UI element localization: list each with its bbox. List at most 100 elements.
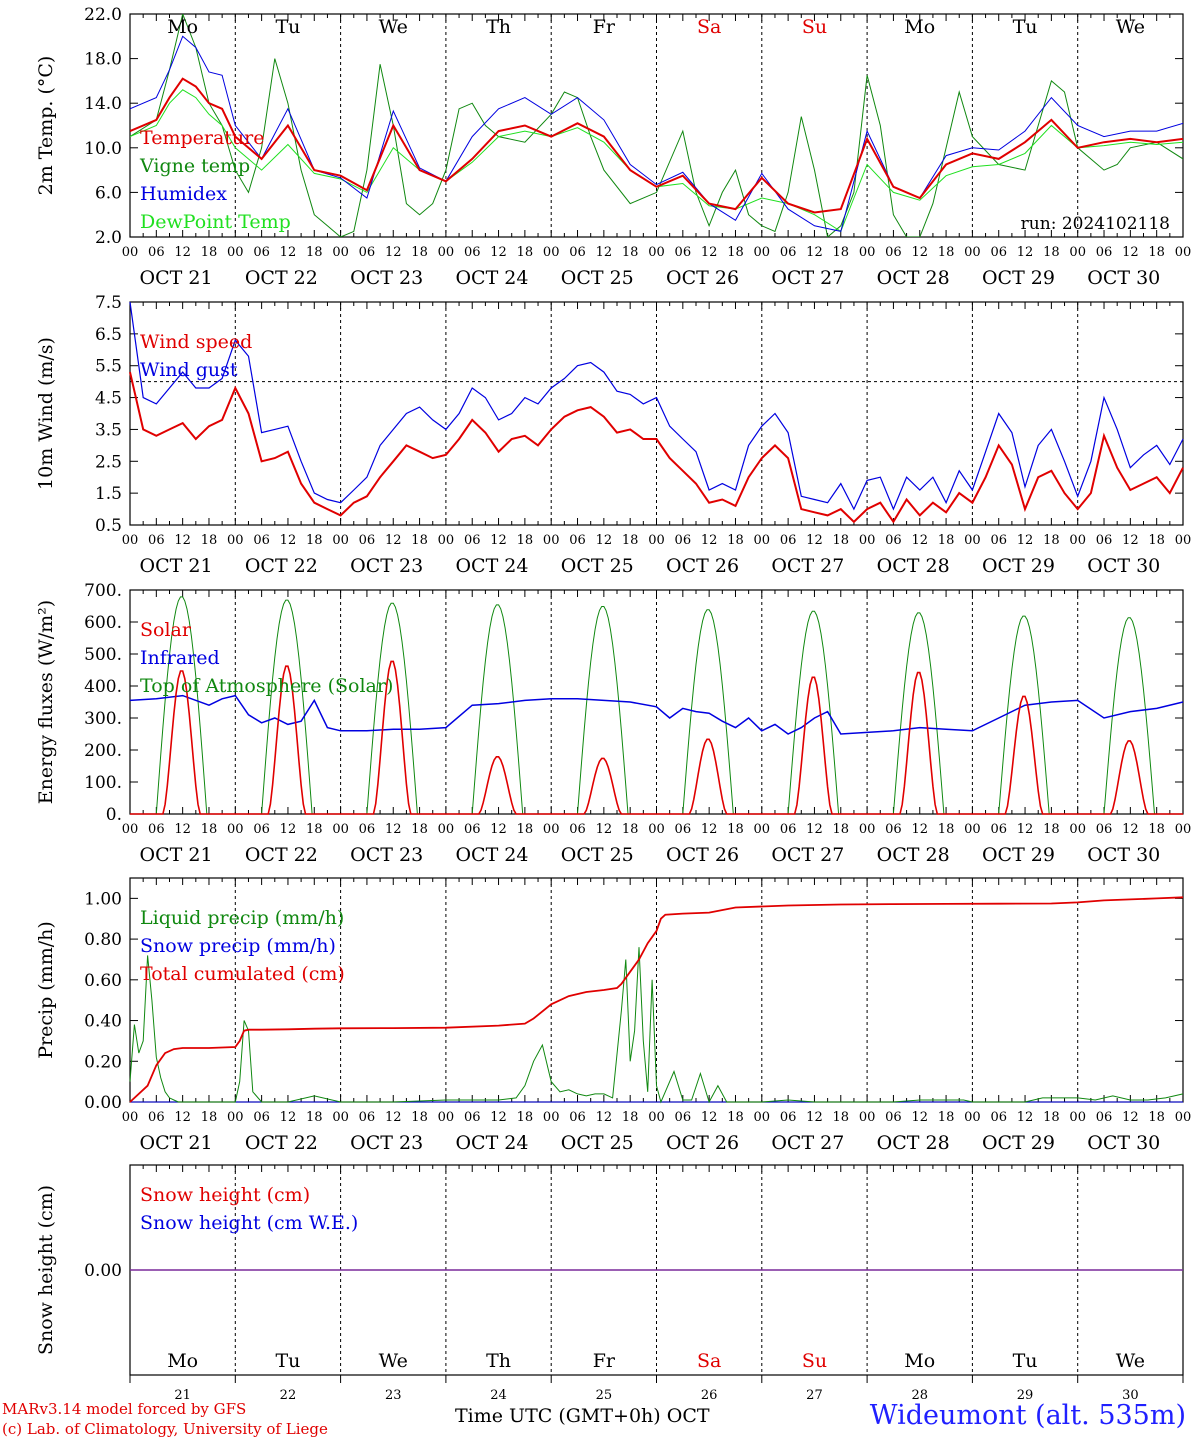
hour-tick-label: 00 (227, 533, 244, 548)
hour-tick-label: 06 (148, 245, 165, 260)
hour-tick-label: 06 (990, 245, 1007, 260)
legend-entry: Solar (140, 619, 192, 641)
hour-tick-label: 18 (517, 1110, 534, 1125)
hour-tick-label: 06 (464, 822, 481, 837)
weekday-label: Sa (697, 16, 721, 38)
hour-tick-label: 18 (306, 822, 323, 837)
date-label: OCT 23 (350, 267, 423, 289)
y-tick-label: 200. (84, 741, 122, 761)
hour-tick-label: 18 (1043, 1110, 1060, 1125)
hour-tick-label: 06 (253, 245, 270, 260)
hour-tick-label: 06 (359, 1110, 376, 1125)
date-label: OCT 24 (455, 555, 528, 577)
y-tick-label: 14.0 (84, 94, 122, 114)
hour-tick-label: 12 (280, 1110, 297, 1125)
weekday-label: Tu (275, 1350, 300, 1372)
y-tick-label: 100. (84, 773, 122, 793)
legend-entry: Snow height (cm) (140, 1184, 310, 1206)
legend-entry: Temperature (140, 127, 264, 149)
hour-tick-label: 06 (675, 822, 692, 837)
date-label: OCT 28 (877, 1132, 950, 1154)
hour-tick-label: 00 (122, 822, 139, 837)
weekday-label: Su (802, 16, 827, 38)
hour-tick-label: 06 (780, 245, 797, 260)
hour-tick-label: 12 (280, 533, 297, 548)
station-name: Wideumont (alt. 535m) (869, 1400, 1186, 1431)
legend-entry: Infrared (140, 647, 220, 669)
hour-tick-label: 18 (622, 245, 639, 260)
series-line-red (129, 371, 1184, 524)
legend-entry: Humidex (140, 183, 227, 205)
hour-tick-label: 18 (1148, 1110, 1165, 1125)
series-line-lightgreen (130, 89, 1183, 233)
hour-tick-label: 12 (701, 533, 718, 548)
date-label: OCT 23 (350, 555, 423, 577)
weekday-label: Mo (904, 1350, 935, 1372)
hour-tick-label: 00 (964, 1110, 981, 1125)
y-tick-label: 4.5 (95, 389, 122, 409)
hour-tick-label: 06 (1096, 1110, 1113, 1125)
date-label: OCT 21 (140, 267, 213, 289)
hour-tick-label: 12 (596, 245, 613, 260)
series-line-blue (129, 694, 1184, 735)
date-label: OCT 23 (350, 1132, 423, 1154)
hour-tick-label: 18 (727, 533, 744, 548)
hour-tick-label: 06 (885, 245, 902, 260)
hour-tick-label: 18 (1043, 533, 1060, 548)
weekday-label: We (1116, 16, 1145, 38)
hour-tick-label: 00 (227, 245, 244, 260)
hour-tick-label: 12 (1017, 533, 1034, 548)
date-label: OCT 26 (666, 555, 739, 577)
day-number-label: 21 (174, 1388, 191, 1400)
date-label: OCT 29 (982, 844, 1055, 866)
hour-tick-label: 18 (306, 533, 323, 548)
weekday-label: Fr (593, 16, 616, 38)
snow-y-label: Snow height (cm) (35, 1185, 57, 1355)
day-number-label: 27 (806, 1388, 823, 1400)
date-label: OCT 27 (771, 844, 844, 866)
hour-tick-label: 00 (1175, 533, 1192, 548)
hour-tick-label: 12 (174, 533, 191, 548)
hour-tick-label: 12 (174, 822, 191, 837)
hour-tick-label: 00 (122, 1110, 139, 1125)
hour-tick-label: 12 (280, 245, 297, 260)
hour-tick-label: 12 (911, 1110, 928, 1125)
y-tick-label: 0.40 (84, 1012, 122, 1032)
hour-tick-label: 00 (332, 533, 349, 548)
weekday-label: We (379, 16, 408, 38)
date-label: OCT 24 (455, 267, 528, 289)
date-label: OCT 24 (455, 844, 528, 866)
date-label: OCT 25 (561, 1132, 634, 1154)
month-label: OCT (666, 1405, 710, 1427)
day-number-label: 22 (280, 1388, 297, 1400)
hour-tick-label: 00 (1175, 1110, 1192, 1125)
day-number-label: 26 (701, 1388, 718, 1400)
y-tick-label: 5.5 (95, 357, 122, 377)
time-axis-title: Time UTC (GMT+0h) OCT (455, 1405, 710, 1427)
date-label: OCT 25 (561, 267, 634, 289)
legend-entry: Wind speed (140, 331, 252, 353)
hour-tick-label: 12 (1122, 533, 1139, 548)
hour-tick-label: 00 (1069, 1110, 1086, 1125)
legend-entry: Vigne temp (139, 155, 250, 177)
hour-tick-label: 12 (596, 1110, 613, 1125)
date-label: OCT 27 (771, 267, 844, 289)
hour-tick-label: 00 (543, 1110, 560, 1125)
hour-tick-label: 12 (806, 245, 823, 260)
legend-entry: Snow precip (mm/h) (140, 935, 336, 957)
energy-y-label: Energy fluxes (W/m²) (35, 600, 57, 804)
hour-tick-label: 06 (569, 533, 586, 548)
y-tick-label: 0.80 (84, 930, 122, 950)
day-number-label: 23 (385, 1388, 402, 1400)
y-tick-label: 7.5 (95, 293, 122, 313)
wind-y-label: 10m Wind (m/s) (35, 337, 57, 490)
y-tick-label: 1.5 (95, 484, 122, 504)
hour-tick-label: 06 (359, 245, 376, 260)
hour-tick-label: 12 (1122, 822, 1139, 837)
hour-tick-label: 18 (1148, 245, 1165, 260)
hour-tick-label: 00 (1069, 822, 1086, 837)
y-tick-label: 18.0 (84, 50, 122, 70)
hour-tick-label: 00 (1069, 245, 1086, 260)
hour-tick-label: 00 (543, 822, 560, 837)
